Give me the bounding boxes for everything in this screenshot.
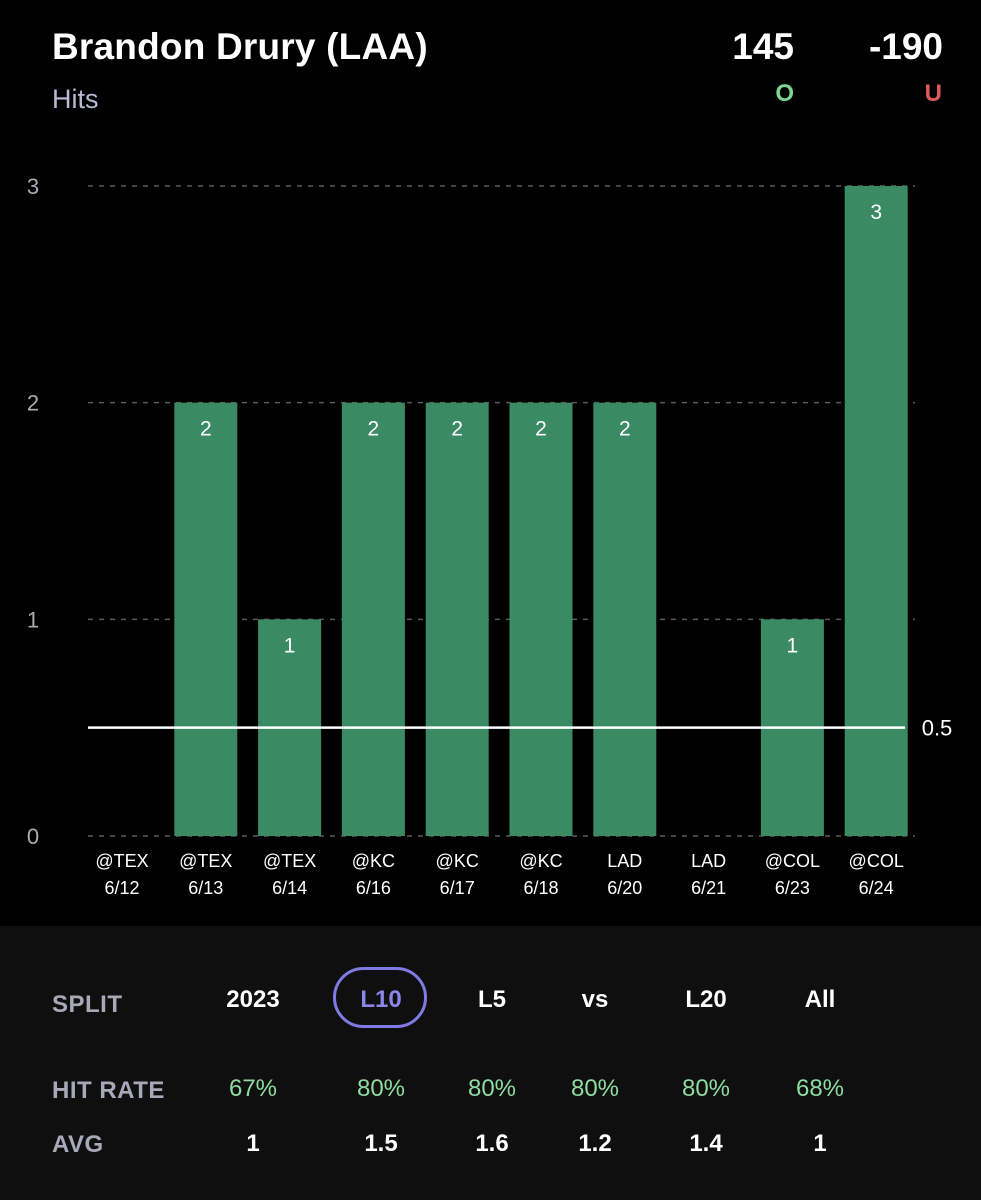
y-tick-label: 3 (27, 174, 39, 199)
split-active-pill (333, 967, 427, 1028)
x-tick-opponent: @KC (436, 851, 479, 871)
hit-rate-value-80: 80% (356, 1075, 406, 1102)
bar (425, 402, 489, 836)
split-label: SPLIT (52, 991, 123, 1018)
x-tick-date: 6/18 (523, 878, 558, 898)
bar-value-label: 2 (368, 418, 380, 441)
over-label: O (775, 80, 794, 107)
bar-value-label: 1 (787, 634, 799, 657)
x-tick-date: 6/17 (440, 878, 475, 898)
hits-bar-chart: 0 1 2 3 @TEX 6/12 2 @TEX 6/13 1 @TEX 6/14 2 @KC 6/16 2 @… (27, 174, 953, 898)
avg-value-15: 1.5 (364, 1130, 398, 1157)
bar-value-label: 3 (870, 201, 882, 224)
split-option-l10[interactable]: L10 (360, 986, 402, 1013)
y-tick-label: 2 (27, 391, 39, 416)
avg-value-12: 1.2 (578, 1130, 612, 1157)
x-tick-date: 6/21 (691, 878, 726, 898)
x-tick-date: 6/14 (272, 878, 307, 898)
bar (593, 402, 657, 836)
x-tick-date: 6/16 (356, 878, 391, 898)
hit-rate-value-80: 80% (570, 1075, 620, 1102)
under-label: U (924, 80, 942, 107)
hit-rate-value-67: 67% (228, 1075, 278, 1102)
x-tick-opponent: @TEX (95, 851, 148, 871)
x-tick-date: 6/13 (188, 878, 223, 898)
x-tick-opponent: @KC (352, 851, 395, 871)
bar (341, 402, 405, 836)
x-tick-date: 6/23 (775, 878, 810, 898)
over-odds[interactable]: 145 (732, 26, 794, 67)
avg-value-16: 1.6 (475, 1130, 509, 1157)
avg-value-1: 1 (246, 1130, 260, 1157)
x-tick-opponent: @COL (849, 851, 904, 871)
under-odds[interactable]: -190 (868, 26, 943, 67)
y-tick-label: 0 (27, 824, 39, 849)
avg-label: AVG (52, 1131, 104, 1158)
bar (509, 402, 573, 836)
x-tick-date: 6/20 (607, 878, 642, 898)
x-tick-opponent: LAD (691, 851, 726, 871)
hit-rate-value-80: 80% (681, 1075, 731, 1102)
hit-rate-value-68: 68% (795, 1075, 845, 1102)
stat-type: Hits (52, 84, 99, 114)
split-option-l20[interactable]: L20 (685, 986, 727, 1013)
split-option-vs[interactable]: vs (581, 986, 609, 1013)
x-tick-opponent: @TEX (179, 851, 232, 871)
split-option-2023[interactable]: 2023 (226, 986, 280, 1013)
hit-rate-label: HIT RATE (52, 1077, 165, 1104)
y-tick-label: 1 (27, 607, 39, 632)
bar-value-label: 2 (619, 418, 631, 441)
x-tick-date: 6/12 (104, 878, 139, 898)
avg-value-1: 1 (813, 1130, 827, 1157)
bar-value-label: 2 (200, 418, 212, 441)
hit-rate-value-80: 80% (467, 1075, 517, 1102)
x-tick-opponent: @TEX (263, 851, 316, 871)
player-name: Brandon Drury (LAA) (52, 26, 428, 67)
bar-value-label: 2 (535, 418, 547, 441)
x-tick-date: 6/24 (859, 878, 894, 898)
split-option-all[interactable]: All (804, 986, 836, 1013)
x-tick-opponent: @KC (519, 851, 562, 871)
bar-value-label: 1 (284, 634, 296, 657)
bar (174, 402, 238, 836)
avg-value-14: 1.4 (689, 1130, 723, 1157)
x-tick-opponent: @COL (765, 851, 820, 871)
split-option-l5[interactable]: L5 (477, 986, 506, 1013)
threshold-line-label: 0.5 (922, 716, 953, 741)
x-tick-opponent: LAD (607, 851, 642, 871)
bar-value-label: 2 (451, 418, 463, 441)
bar (844, 186, 908, 836)
splits-panel (0, 926, 981, 1200)
